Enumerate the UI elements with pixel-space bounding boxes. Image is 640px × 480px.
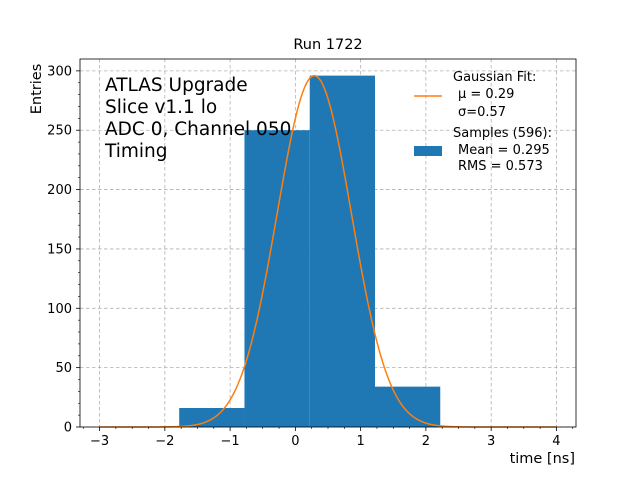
y-tick-label: 200 [47, 183, 72, 198]
histogram-bar [374, 386, 441, 427]
annotation-block: ATLAS Upgrade Slice v1.1 lo ADC 0, Chann… [104, 75, 291, 162]
y-tick-label: 300 [47, 64, 72, 79]
x-tick-label: 4 [552, 434, 560, 449]
y-tick-label: 100 [47, 302, 72, 317]
x-tick-label: 0 [291, 434, 299, 449]
annotation-line: Timing [104, 141, 168, 162]
x-tick-label: −2 [155, 434, 174, 449]
legend-hist-rms: RMS = 0.573 [458, 159, 543, 174]
histogram-bars [179, 75, 441, 427]
histogram-bar [179, 408, 245, 427]
x-tick-label: 2 [422, 434, 430, 449]
y-axis-ticks: 0 50 100 150 200 250 300 [47, 64, 80, 436]
legend-fit-sigma: σ=0.57 [458, 105, 506, 120]
legend-fit-mu: μ = 0.29 [458, 87, 514, 102]
x-tick-label: 3 [487, 434, 495, 449]
x-tick-label: −1 [221, 434, 240, 449]
annotation-line: ADC 0, Channel 050 [105, 119, 291, 140]
y-tick-label: 0 [64, 421, 72, 436]
legend-hist-mean: Mean = 0.295 [458, 143, 550, 158]
annotation-line: Slice v1.1 lo [105, 97, 217, 118]
legend: Gaussian Fit: μ = 0.29 σ=0.57 Samples (5… [414, 70, 552, 174]
x-axis-ticks: −3 −2 −1 0 1 2 3 4 [82, 427, 574, 449]
x-tick-label: 1 [356, 434, 364, 449]
y-tick-label: 150 [47, 242, 72, 257]
histogram-bar [244, 130, 310, 427]
histogram-bar [309, 75, 375, 427]
x-tick-label: −3 [90, 434, 109, 449]
x-axis-label: time [ns] [510, 451, 575, 467]
annotation-line: ATLAS Upgrade [105, 75, 248, 96]
legend-hist-swatch [414, 146, 442, 156]
legend-hist-label: Samples (596): [453, 126, 552, 141]
y-tick-label: 250 [47, 124, 72, 139]
legend-fit-label: Gaussian Fit: [453, 70, 536, 85]
chart-title: Run 1722 [293, 37, 362, 53]
y-tick-label: 50 [55, 361, 72, 376]
y-axis-label: Entries [29, 64, 45, 115]
